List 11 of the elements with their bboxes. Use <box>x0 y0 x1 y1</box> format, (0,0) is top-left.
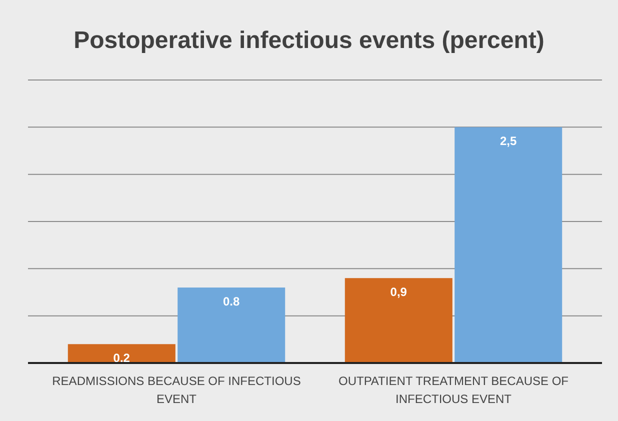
bar <box>344 278 452 363</box>
data-label: 2,5 <box>500 134 518 148</box>
bar <box>454 127 562 363</box>
data-label: 0,9 <box>390 285 408 300</box>
x-tick-label: READMISSIONS BECAUSE OF INFECTIOUS EVENT <box>52 374 301 406</box>
data-label: 0,2 <box>113 351 130 366</box>
data-label: 0.8 <box>223 294 240 309</box>
bar <box>178 288 286 363</box>
bar <box>68 344 176 363</box>
chart-title: Postoperative infectious events (percent) <box>74 27 544 54</box>
x-tick-label: OUTPATIENT TREATMENT BECAUSE OF INFECTIOUS EVENT <box>338 374 569 406</box>
